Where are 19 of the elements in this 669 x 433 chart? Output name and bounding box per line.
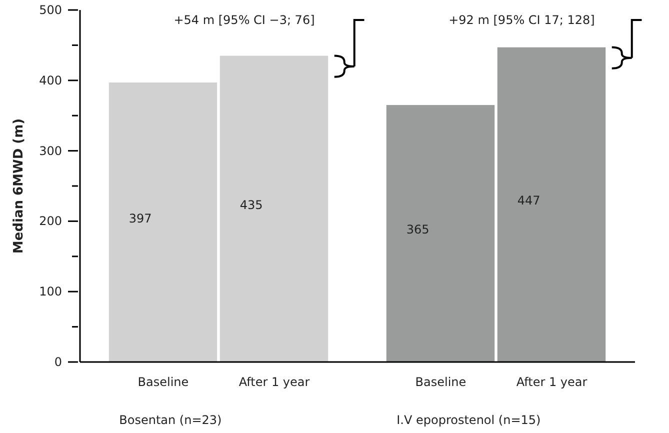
x-tick-label: After 1 year [516, 375, 588, 389]
data-label: 365 [406, 222, 430, 237]
y-tick-label: 100 [39, 284, 62, 299]
data-label: 397 [128, 211, 152, 226]
text: Bosentan (n=23) [119, 413, 222, 427]
y-tick-label: 300 [39, 144, 62, 158]
y-tick-label: 200 [39, 214, 62, 228]
y-axis-title: Median 6MWD (m) [12, 118, 27, 254]
y-tick-label: 500 [39, 3, 62, 17]
text: I.V epoprostenol (n=15) [396, 413, 541, 427]
x-tick-label: Baseline [138, 375, 189, 389]
x-tick-label: After 1 year [238, 375, 310, 389]
annotation: +54 m [95% CI −3; 76] [174, 13, 315, 27]
data-label: 447 [517, 194, 540, 208]
y-tick-label: 0 [54, 355, 62, 369]
y-tick-label: 400 [39, 73, 62, 88]
annotation: +92 m [95% CI 17; 128] [448, 13, 595, 27]
data-label: 435 [240, 198, 263, 212]
x-tick-label: Baseline [415, 375, 466, 389]
